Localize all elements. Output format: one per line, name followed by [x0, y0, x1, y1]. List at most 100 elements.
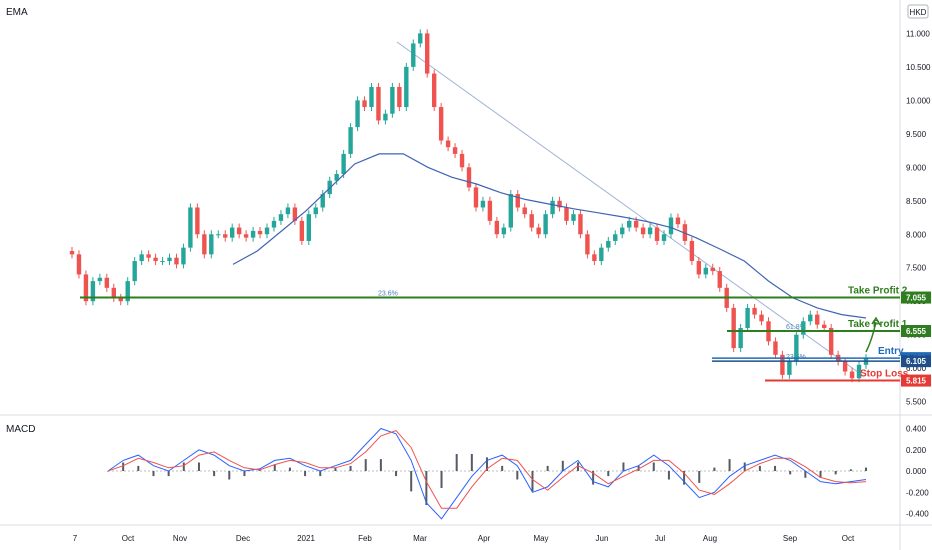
candle — [578, 210, 583, 239]
candlestick-series — [69, 29, 869, 383]
macd-histogram-bar — [486, 457, 488, 471]
candle — [606, 236, 611, 252]
macd-histogram-bar — [561, 460, 564, 471]
time-tick-label: Dec — [236, 534, 250, 543]
macd-histogram-bar — [683, 471, 686, 485]
signal-line — [107, 430, 867, 509]
candle — [404, 62, 409, 112]
macd-histogram-bar — [319, 471, 322, 477]
candle — [445, 136, 451, 152]
ema-indicator-label: EMA — [6, 7, 28, 18]
candle — [264, 223, 270, 239]
time-tick-label: Oct — [122, 534, 135, 543]
macd-histogram-bar — [667, 471, 670, 480]
macd-tick-label: 0.200 — [906, 446, 927, 455]
macd-histogram-bar — [607, 471, 610, 477]
candle — [390, 82, 395, 118]
candle — [376, 82, 381, 125]
time-tick-label: Mar — [413, 534, 427, 543]
macd-line — [107, 427, 867, 520]
macd-histogram-bar — [395, 471, 398, 477]
ema-line — [232, 153, 867, 319]
time-tick-label: Apr — [478, 534, 491, 543]
candle — [209, 230, 214, 259]
candle — [661, 230, 667, 245]
macd-histogram-bar — [304, 471, 307, 477]
candle — [181, 243, 186, 269]
candle — [292, 203, 298, 225]
macd-histogram-bar — [470, 454, 473, 471]
level-name-label: Stop Loss — [860, 369, 909, 380]
candle — [202, 230, 207, 259]
candle — [640, 223, 646, 239]
candle — [856, 360, 862, 383]
candle — [515, 190, 520, 212]
time-tick-label: Jul — [655, 534, 665, 543]
time-tick-label: Feb — [358, 534, 372, 543]
price-tick-label: 6.000 — [906, 364, 927, 373]
macd-histogram-bar — [834, 471, 837, 475]
candle — [487, 196, 493, 225]
currency-badge: HKD — [907, 4, 929, 19]
candle — [278, 210, 284, 225]
candle — [111, 283, 116, 302]
candle — [731, 303, 736, 353]
time-tick-label: Oct — [842, 534, 855, 543]
candle — [223, 230, 228, 242]
macd-histogram-bar — [455, 454, 458, 471]
candle — [543, 210, 548, 239]
candle — [229, 223, 235, 242]
candle — [710, 263, 715, 276]
candle — [794, 330, 799, 366]
macd-histogram-bar — [213, 471, 216, 477]
candle — [285, 203, 291, 219]
macd-histogram-bar — [789, 471, 792, 475]
candle — [801, 317, 806, 339]
candle — [167, 253, 172, 266]
price-tick-label: 11.000 — [906, 29, 930, 38]
macd-histogram-bar — [410, 471, 413, 492]
candle — [592, 250, 597, 266]
candle — [425, 29, 430, 78]
macd-tick-label: 0.000 — [906, 467, 927, 476]
candle — [536, 223, 541, 239]
macd-histogram-bar — [137, 465, 140, 471]
level-value-badge: 7.055 — [906, 294, 927, 303]
macd-tick-label: 0.400 — [906, 425, 927, 434]
candle — [174, 253, 179, 269]
candle — [348, 123, 353, 158]
macd-histogram-bar — [379, 459, 382, 471]
candle — [362, 96, 367, 112]
candle — [696, 257, 702, 279]
macd-histogram-bar — [743, 462, 746, 471]
macd-histogram-bar — [713, 467, 716, 471]
candle — [369, 82, 374, 112]
price-tick-label: 5.500 — [906, 398, 927, 407]
price-tick-label: 9.000 — [906, 163, 927, 172]
macd-histogram-bar — [516, 471, 519, 480]
candle — [759, 310, 764, 326]
candle — [599, 243, 604, 266]
candle — [250, 226, 256, 242]
candle — [613, 230, 618, 245]
target-arrow-icon — [865, 321, 877, 353]
candle — [815, 310, 820, 329]
level-value-badge: 5.815 — [906, 377, 927, 386]
candle — [494, 216, 500, 239]
time-tick-label: May — [533, 534, 548, 543]
candle — [355, 96, 360, 132]
candle — [431, 69, 437, 112]
macd-histogram-bar — [243, 471, 246, 477]
level-support: 6.105 — [712, 355, 931, 368]
macd-histogram-bar — [152, 471, 155, 477]
candle — [703, 263, 709, 279]
candle — [160, 257, 165, 266]
macd-histogram-bar — [819, 471, 822, 478]
time-tick-label: Jun — [596, 534, 609, 543]
macd-histogram-bar — [197, 462, 200, 471]
macd-histogram-bar — [273, 464, 276, 471]
candle — [243, 230, 249, 242]
